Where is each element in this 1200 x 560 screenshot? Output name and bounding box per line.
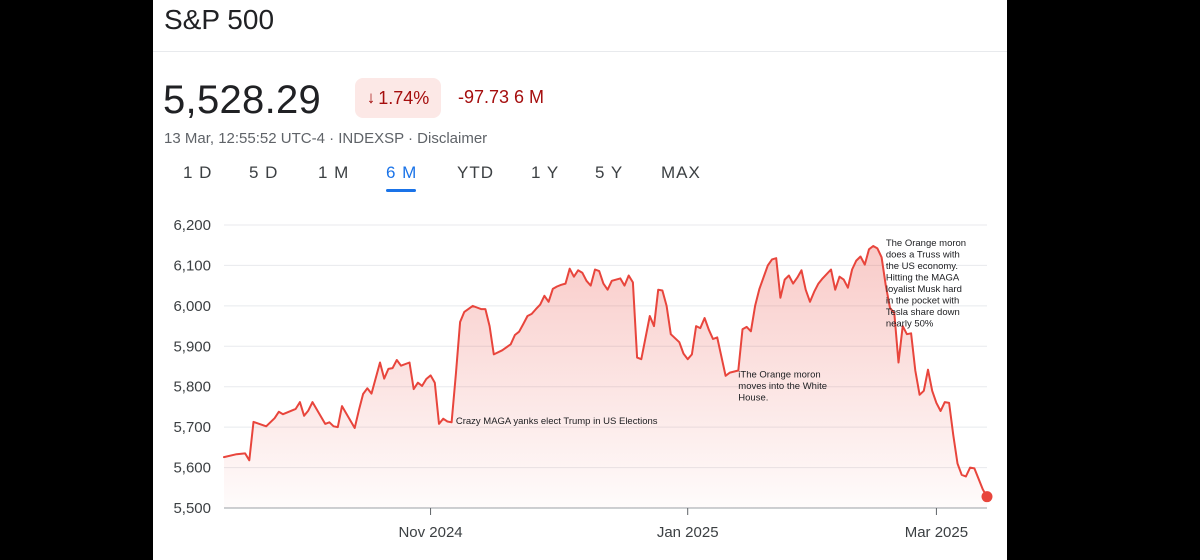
active-tab-indicator (386, 189, 416, 192)
quote-meta: 13 Mar, 12:55:52 UTC-4 · INDEXSP · Discl… (164, 130, 488, 147)
x-tick-label: Jan 2025 (657, 524, 719, 541)
annotation-text: moves into the White (738, 381, 827, 392)
annotation-text: Tesla share down (886, 307, 960, 318)
annotation-text: Hitting the MAGA (886, 273, 960, 284)
price-line (223, 245, 988, 498)
annotation-text: the US economy. (886, 261, 958, 272)
tab-ytd[interactable]: YTD (457, 163, 494, 182)
annotation-text: does a Truss with (886, 250, 960, 261)
y-tick-label: 5,900 (173, 338, 211, 355)
y-tick-label: 5,800 (173, 379, 211, 396)
annotation-text: iThe Orange moron (738, 369, 820, 380)
tab-1y[interactable]: 1 Y (531, 163, 560, 182)
stock-panel: S&P 500 5,528.29 ↓ 1.74% -97.73 6 M 13 M… (153, 0, 1007, 560)
y-tick-label: 6,100 (173, 257, 211, 274)
arrow-down-icon: ↓ (366, 88, 376, 107)
x-tick-label: Nov 2024 (398, 524, 462, 541)
absolute-change: -97.73 6 M (458, 87, 545, 107)
annotation-text: loyalist Musk hard (886, 284, 962, 295)
price-chart[interactable]: 5,500 5,600 5,700 5,800 5,900 6,000 6,100 6,200… (153, 205, 1007, 560)
tab-6m[interactable]: 6 M (386, 163, 418, 182)
title-divider (153, 51, 1007, 52)
percent-change-badge: ↓ 1.74% (355, 78, 441, 118)
y-tick-label: 5,700 (173, 419, 211, 436)
y-tick-label: 5,600 (173, 460, 211, 477)
x-tick-label: Mar 2025 (905, 524, 968, 541)
tab-5y[interactable]: 5 Y (595, 163, 624, 182)
tab-1m[interactable]: 1 M (318, 163, 350, 182)
price-area (224, 246, 987, 508)
annotation-text: nearly 50% (886, 319, 934, 330)
range-tabs: 1 D 5 D 1 M 6 M YTD 1 Y 5 Y MAX (153, 163, 1007, 193)
annotation-text: The Orange moron (886, 238, 966, 249)
current-price: 5,528.29 (163, 78, 322, 122)
page-title: S&P 500 (164, 4, 275, 35)
tab-max[interactable]: MAX (661, 163, 701, 182)
last-price-dot (981, 491, 993, 503)
y-tick-label: 6,000 (173, 298, 211, 315)
y-tick-label: 6,200 (173, 217, 211, 234)
annotation-text: House. (738, 392, 768, 403)
percent-change-value: 1.74% (378, 87, 430, 108)
annotation-text: in the pocket with (886, 296, 959, 307)
y-tick-label: 5,500 (173, 500, 211, 517)
annotation-text: Crazy MAGA yanks elect Trump in US Elect… (456, 416, 658, 427)
tab-5d[interactable]: 5 D (249, 163, 279, 182)
tab-1d[interactable]: 1 D (183, 163, 213, 182)
